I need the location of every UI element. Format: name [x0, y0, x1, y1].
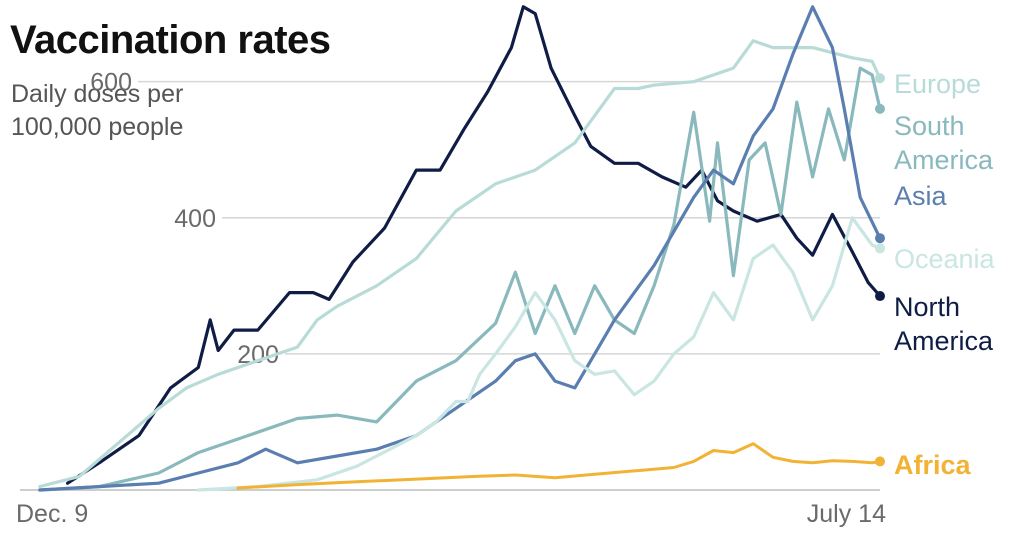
chart-subtitle: Daily doses per 100,000 people	[11, 78, 271, 144]
subtitle-line-2: 100,000 people	[11, 113, 184, 141]
x-tick-labels: Dec. 9 July 14	[16, 500, 886, 528]
series-line-europe	[38, 39, 882, 489]
series-label-north-america: North	[894, 292, 960, 322]
series-endpoint-north-america	[875, 291, 885, 302]
x-tick-label: Dec. 9	[16, 500, 88, 528]
chart-title: Vaccination rates	[10, 18, 331, 62]
x-tick-label: July 14	[807, 500, 886, 528]
series-label-asia: Asia	[894, 181, 948, 211]
series-label-africa: Africa	[894, 450, 972, 480]
series-label-south-america: America	[894, 145, 994, 175]
subtitle-line-1: Daily doses per	[11, 80, 184, 108]
y-tick-label: 400	[174, 205, 216, 233]
series-line-south-america	[38, 66, 882, 492]
series-labels: North America Europe South America Asia Oceani…	[894, 69, 996, 480]
series-label-oceania: Oceania	[894, 244, 996, 274]
series-line-oceania	[196, 216, 882, 492]
series-line-north-america	[65, 5, 882, 485]
series-endpoint-south-america	[875, 103, 885, 114]
series-endpoint-asia	[875, 233, 885, 244]
series-endpoint-africa	[875, 456, 885, 467]
series-label-europe: Europe	[894, 69, 981, 99]
series-endpoint-oceania	[875, 243, 885, 254]
series-endpoint-europe	[875, 73, 885, 84]
series-line-africa	[236, 442, 882, 490]
series-line-asia	[38, 5, 882, 492]
series-lines	[38, 5, 885, 492]
series-label-south-america: South	[894, 111, 965, 141]
y-tick-label: 600	[90, 69, 132, 97]
series-label-north-america: America	[894, 326, 994, 356]
